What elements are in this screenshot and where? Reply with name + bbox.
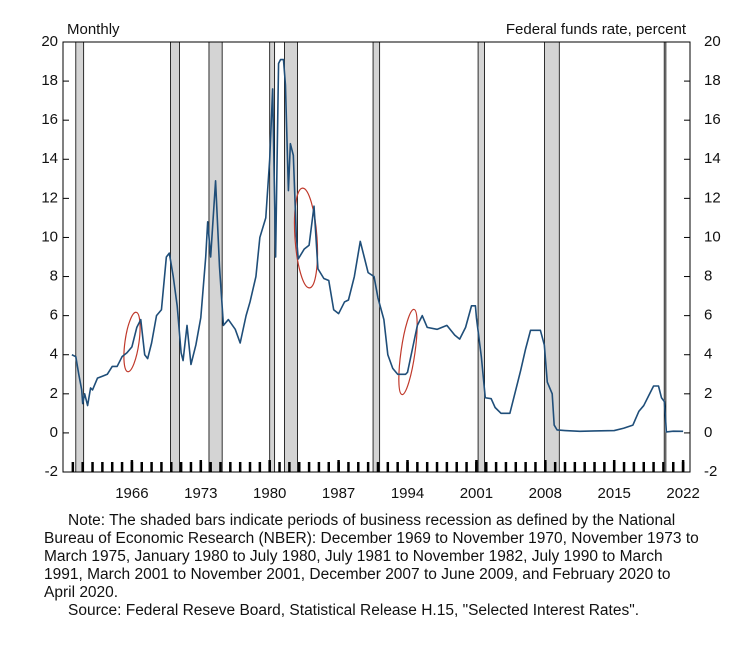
plot-frame <box>62 41 691 473</box>
y-tick-label: 14 <box>41 150 58 167</box>
x-tick-label: 1980 <box>253 485 286 502</box>
source-text: Source: Federal Reseve Board, Statistica… <box>68 602 640 619</box>
recession-bar <box>477 41 485 473</box>
recession-bar <box>544 41 560 473</box>
y-tick-label: 10 <box>41 228 58 245</box>
note: Note: The shaded bars indicate periods o… <box>44 512 704 620</box>
note-text: Note: The shaded bars indicate periods o… <box>44 512 699 601</box>
x-tick-label: 1973 <box>184 485 217 502</box>
x-tick-label: 2008 <box>529 485 562 502</box>
x-tick-label: 2015 <box>598 485 631 502</box>
right-axis-label: Federal funds rate, percent <box>506 21 687 38</box>
annotation-ellipse <box>123 311 141 373</box>
x-tick-label: 2001 <box>460 485 493 502</box>
y2-tick-label: 6 <box>704 307 712 324</box>
y2-tick-label: 2 <box>704 385 712 402</box>
x-tick-label: 2022 <box>666 485 699 502</box>
recession-bar <box>170 41 180 473</box>
rate-line <box>71 58 684 433</box>
y2-tick-label: 8 <box>704 268 712 285</box>
left-axis-label: Monthly <box>67 21 120 38</box>
y2-tick-label: 10 <box>704 228 721 245</box>
x-tick-label: 1966 <box>115 485 148 502</box>
chart: Monthly Federal funds rate, percent -2 0 2… <box>41 21 721 502</box>
y-tick-label: 18 <box>41 72 58 89</box>
y2-tick-label: 20 <box>704 33 721 50</box>
y2-tick-label: 18 <box>704 72 721 89</box>
recession-bar <box>75 41 85 473</box>
y2-tick-label: 12 <box>704 189 721 206</box>
annotation-ellipse <box>398 308 418 396</box>
y2-tick-label: 16 <box>704 111 721 128</box>
y-tick-label: 4 <box>50 346 58 363</box>
y-tick-label: 6 <box>50 307 58 324</box>
y-tick-label: 8 <box>50 268 58 285</box>
y-tick-label: 12 <box>41 189 58 206</box>
x-tick-label: 1987 <box>322 485 355 502</box>
y-tick-label: 20 <box>41 33 58 50</box>
y-tick-label: -2 <box>45 463 58 480</box>
y-tick-label: 0 <box>50 424 58 441</box>
y2-tick-label: 0 <box>704 424 712 441</box>
annotation-ellipse <box>293 187 319 289</box>
y-tick-label: 2 <box>50 385 58 402</box>
y-tick-label: 16 <box>41 111 58 128</box>
y2-tick-label: 4 <box>704 346 712 363</box>
y2-tick-label: 14 <box>704 150 721 167</box>
recession-bar <box>372 41 381 473</box>
x-tick-label: 1994 <box>391 485 424 502</box>
y2-tick-label: -2 <box>704 463 717 480</box>
